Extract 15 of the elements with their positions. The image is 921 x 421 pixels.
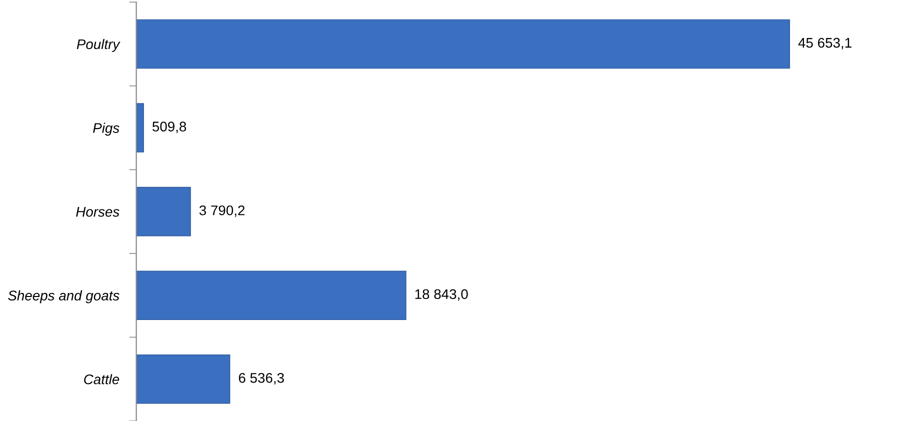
y-tick-label: Poultry [76,38,120,52]
y-tick-label: Cattle [84,374,120,384]
data-label: 45 653,1 [798,38,852,50]
bar [136,354,230,404]
data-label: 509,8 [152,122,186,134]
y-tick-label: Horses [76,207,120,217]
data-label: 6 536,3 [238,373,284,384]
data-label: 18 843,0 [415,289,468,301]
data-label: 3 790,2 [199,205,245,217]
bar [136,103,144,152]
bar [136,19,790,69]
y-tick-label: Sheeps and goats [8,290,120,304]
bar [136,270,406,320]
y-tick-label: Pigs [93,122,120,136]
bar [136,186,191,236]
